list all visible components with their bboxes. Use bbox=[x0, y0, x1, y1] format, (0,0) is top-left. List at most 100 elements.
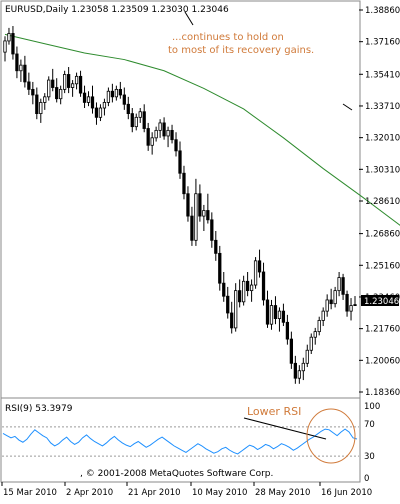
candle-body-down bbox=[186, 193, 190, 217]
candle-body-down bbox=[23, 64, 27, 83]
candle bbox=[297, 365, 301, 384]
candle-body-down bbox=[273, 305, 278, 319]
candle bbox=[138, 108, 142, 123]
rsi-highlight-circle bbox=[306, 408, 356, 464]
candle bbox=[242, 275, 246, 306]
candle bbox=[47, 76, 51, 101]
candle bbox=[305, 344, 309, 368]
candle-body-up bbox=[317, 320, 321, 333]
candle bbox=[214, 231, 218, 261]
candle-body-down bbox=[293, 362, 297, 379]
candle-body-up bbox=[114, 88, 118, 98]
rsi-chart-frame bbox=[0, 397, 361, 483]
candle-body-up bbox=[134, 116, 138, 128]
rsi-annotation: Lower RSI bbox=[247, 405, 301, 418]
candle bbox=[7, 27, 11, 45]
candle bbox=[43, 93, 47, 110]
current-price-label: 1.23046 bbox=[364, 297, 399, 307]
candle-body-down bbox=[170, 129, 174, 141]
candle-body-down bbox=[15, 53, 19, 72]
time-tick-label: 21 Apr 2010 bbox=[128, 488, 181, 498]
candle bbox=[102, 98, 107, 116]
annotation-arrow-right bbox=[342, 103, 353, 111]
candle-body-up bbox=[277, 310, 282, 319]
candle bbox=[218, 245, 222, 291]
candle bbox=[190, 206, 194, 246]
candle bbox=[277, 307, 282, 332]
candle-body-down bbox=[230, 312, 234, 329]
price-tick-label: 1.18360 bbox=[365, 388, 400, 398]
candle bbox=[126, 96, 130, 120]
rsi-tick-70: 70 bbox=[364, 420, 375, 430]
candle-body-up bbox=[333, 290, 337, 305]
candle bbox=[86, 91, 91, 107]
candle bbox=[166, 126, 170, 148]
candle-body-down bbox=[182, 172, 186, 195]
candle bbox=[230, 301, 234, 334]
candle-body-down bbox=[353, 304, 357, 307]
candle bbox=[249, 279, 254, 302]
candle-body-down bbox=[190, 215, 194, 241]
candle-body-down bbox=[261, 271, 266, 301]
candle-body-up bbox=[269, 305, 274, 325]
candle bbox=[253, 257, 258, 289]
candle-body-up bbox=[234, 290, 238, 329]
rsi-line bbox=[2, 428, 358, 455]
candle bbox=[170, 124, 174, 144]
candle-body-down bbox=[341, 277, 345, 295]
candle-body-down bbox=[94, 107, 99, 118]
candle-body-down bbox=[174, 139, 178, 152]
candle bbox=[55, 78, 59, 103]
candle-body-down bbox=[82, 92, 87, 103]
candle-body-up bbox=[309, 336, 313, 351]
candle bbox=[281, 303, 286, 327]
rsi-tick-100: 100 bbox=[364, 402, 380, 412]
candle-body-up bbox=[150, 137, 154, 146]
copyright-text: , © 2001-2008 MetaQuotes Software Corp. bbox=[80, 469, 273, 479]
candle bbox=[226, 286, 230, 319]
candle-body-up bbox=[297, 370, 301, 379]
candle bbox=[341, 273, 345, 300]
candle bbox=[329, 288, 333, 310]
candle bbox=[206, 193, 210, 224]
candle-body-up bbox=[194, 193, 198, 241]
candle-body-up bbox=[242, 280, 246, 303]
time-axis: 15 Mar 2010 2 Apr 2010 21 Apr 2010 10 May 2… bbox=[1, 482, 372, 498]
candle-body-down bbox=[238, 290, 242, 303]
candle bbox=[15, 46, 19, 79]
candles-layer bbox=[3, 26, 357, 384]
candle bbox=[154, 126, 158, 142]
candle-body-up bbox=[253, 260, 258, 286]
candle bbox=[289, 331, 294, 369]
candle-body-up bbox=[47, 79, 51, 98]
candle bbox=[63, 70, 67, 94]
candle-body-up bbox=[70, 83, 75, 88]
candle bbox=[325, 294, 329, 317]
candle bbox=[245, 271, 250, 297]
candle-body-up bbox=[39, 102, 43, 115]
moving-average-layer bbox=[4, 33, 400, 226]
candle-body-down bbox=[285, 321, 290, 340]
time-tick-label: 2 Apr 2010 bbox=[66, 488, 113, 498]
candle-body-up bbox=[138, 111, 142, 118]
candle-body-up bbox=[305, 349, 309, 364]
candle-body-down bbox=[218, 252, 222, 284]
annotation-line-1: ...continues to hold on bbox=[172, 32, 284, 43]
candle bbox=[23, 55, 27, 88]
candle bbox=[27, 72, 31, 95]
candle-body-down bbox=[329, 299, 333, 305]
candle-body-down bbox=[78, 75, 83, 94]
price-tick-label: 1.25160 bbox=[365, 261, 400, 271]
candle-body-up bbox=[19, 64, 23, 72]
candle bbox=[269, 299, 274, 330]
candle bbox=[194, 178, 198, 246]
candle-body-up bbox=[158, 122, 162, 131]
candle bbox=[66, 67, 71, 94]
rsi-annotation-arrow bbox=[243, 417, 327, 440]
candle-body-down bbox=[118, 88, 122, 96]
candle-body-down bbox=[35, 94, 39, 115]
candle bbox=[142, 104, 146, 133]
candle-body-up bbox=[98, 107, 103, 118]
candle-body-up bbox=[325, 299, 329, 312]
